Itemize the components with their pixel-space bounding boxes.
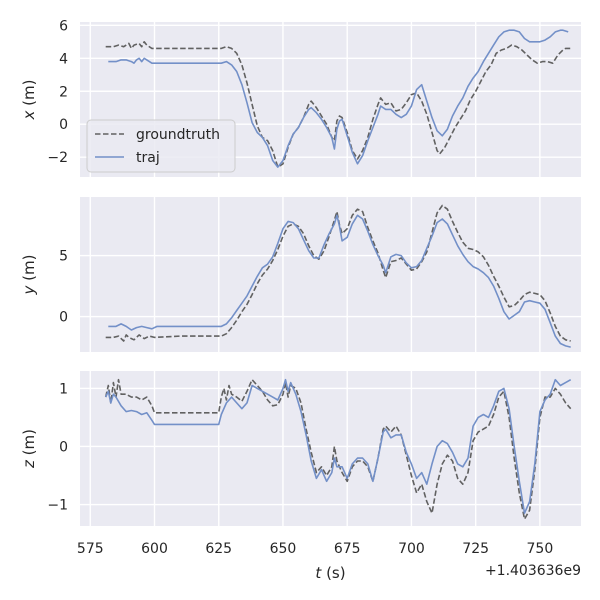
x-tick-label: 725 [462, 541, 489, 557]
y-tick-label: 5 [59, 249, 68, 265]
x-tick-label: 625 [205, 541, 232, 557]
y-tick-label: 4 [59, 51, 68, 67]
y-tick-label: 2 [59, 84, 68, 100]
x-tick-label: 750 [527, 541, 554, 557]
y-tick-label: −1 [47, 498, 68, 514]
x-tick-label: 650 [270, 541, 297, 557]
series-line-traj-y [108, 214, 571, 348]
series-line-traj-x [108, 29, 569, 168]
y-tick-label: 0 [59, 439, 68, 455]
y-tick-label: 0 [59, 117, 68, 133]
x-tick-label: 700 [398, 541, 425, 557]
panel-y: 0 5 y (m) [20, 197, 581, 352]
panel-z: −1 0 1 z (m) [20, 371, 581, 526]
y-axis-label-z: z (m) [20, 429, 38, 469]
y-axis-label-y: y (m) [20, 255, 38, 296]
x-offset-text: +1.403636e9 [485, 563, 581, 579]
legend-label-groundtruth: groundtruth [136, 127, 220, 143]
legend-box [86, 119, 236, 173]
series-line-groundtruth-y [105, 204, 571, 342]
x-tick-label: 575 [77, 541, 104, 557]
y-axis-label-x: x (m) [20, 80, 38, 121]
y-tick-label: −2 [47, 150, 68, 166]
legend-label-traj: traj [136, 150, 160, 166]
x-tick-label: 675 [334, 541, 361, 557]
x-tick-label: 600 [141, 541, 168, 557]
series-line-groundtruth-x [105, 41, 571, 168]
y-tick-label: 0 [59, 310, 68, 326]
y-tick-label: 1 [59, 381, 68, 397]
x-axis-label: t (s) [315, 564, 345, 582]
series-line-traj-z [104, 378, 572, 514]
series-line-groundtruth-z [104, 378, 572, 520]
legend: groundtruth traj [86, 119, 236, 173]
y-tick-label: 6 [59, 18, 68, 34]
